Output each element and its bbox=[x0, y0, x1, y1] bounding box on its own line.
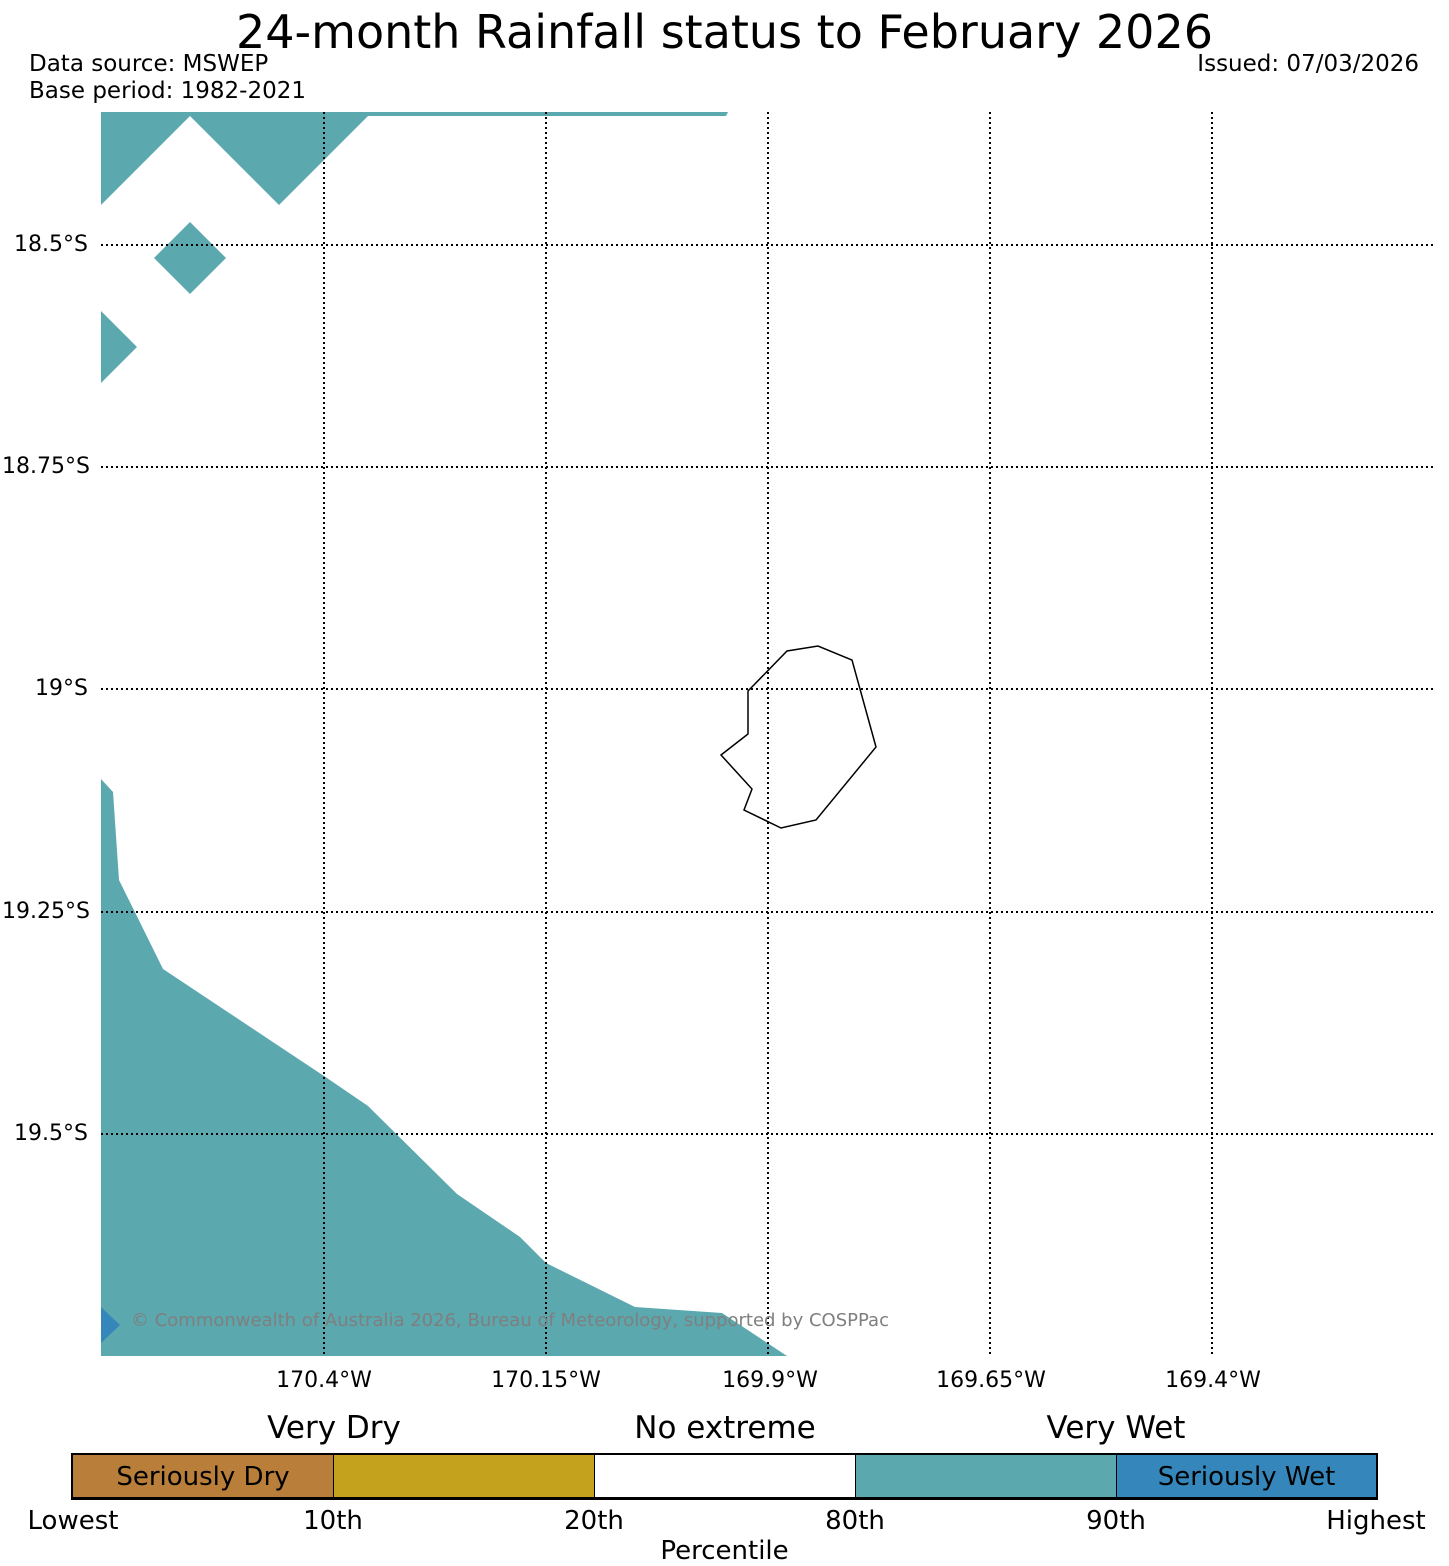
map-title: 24-month Rainfall status to February 202… bbox=[236, 5, 1213, 59]
legend-axis-label: Percentile bbox=[660, 1536, 789, 1566]
data-source-text: Data source: MSWEP bbox=[29, 51, 269, 77]
very-wet-region-diamond bbox=[154, 222, 226, 294]
legend-category-very-dry: Very Dry bbox=[267, 1410, 401, 1446]
legend-colorbar-frame bbox=[71, 1453, 1378, 1500]
legend-category-no-extreme: No extreme bbox=[634, 1410, 816, 1446]
very-wet-region-top bbox=[101, 112, 728, 205]
lon-label: 170.4°W bbox=[276, 1368, 372, 1393]
lon-label: 170.15°W bbox=[491, 1368, 601, 1393]
legend-segment-no-extreme bbox=[594, 1454, 856, 1498]
legend-tick: 10th bbox=[303, 1506, 363, 1536]
legend-segment-seriously-wet: Seriously Wet bbox=[1116, 1454, 1377, 1498]
lat-label: 19°S bbox=[35, 676, 88, 701]
legend-segment-label: Seriously Wet bbox=[1157, 1462, 1336, 1492]
legend-tick: 20th bbox=[564, 1506, 624, 1536]
legend-tick: 90th bbox=[1086, 1506, 1146, 1536]
legend-segment-label: Seriously Dry bbox=[116, 1462, 290, 1492]
lat-label: 18.5°S bbox=[14, 232, 88, 257]
copyright-notice: © Commonwealth of Australia 2026, Bureau… bbox=[131, 1310, 889, 1331]
legend-tick: Lowest bbox=[27, 1506, 119, 1536]
lon-label: 169.4°W bbox=[1165, 1368, 1261, 1393]
rainfall-fill-layer bbox=[101, 112, 787, 1356]
graticule bbox=[101, 112, 1434, 1356]
lon-label: 169.9°W bbox=[722, 1368, 818, 1393]
very-wet-region-bottom bbox=[101, 779, 787, 1356]
island-outline bbox=[719, 645, 877, 829]
base-period-text: Base period: 1982-2021 bbox=[29, 78, 307, 104]
legend-tick: 80th bbox=[825, 1506, 885, 1536]
legend-category-very-wet: Very Wet bbox=[1046, 1410, 1186, 1446]
legend-segment-seriously-dry: Seriously Dry bbox=[72, 1454, 334, 1498]
lat-label: 19.25°S bbox=[2, 899, 90, 924]
lat-label: 18.75°S bbox=[2, 454, 90, 479]
very-wet-region-left bbox=[101, 311, 137, 383]
legend-tick: Highest bbox=[1326, 1506, 1426, 1536]
lon-label: 169.65°W bbox=[936, 1368, 1046, 1393]
seriously-wet-region-edge bbox=[101, 1307, 120, 1343]
lat-label: 19.5°S bbox=[14, 1121, 88, 1146]
issued-date-text: Issued: 07/03/2026 bbox=[1197, 51, 1419, 77]
